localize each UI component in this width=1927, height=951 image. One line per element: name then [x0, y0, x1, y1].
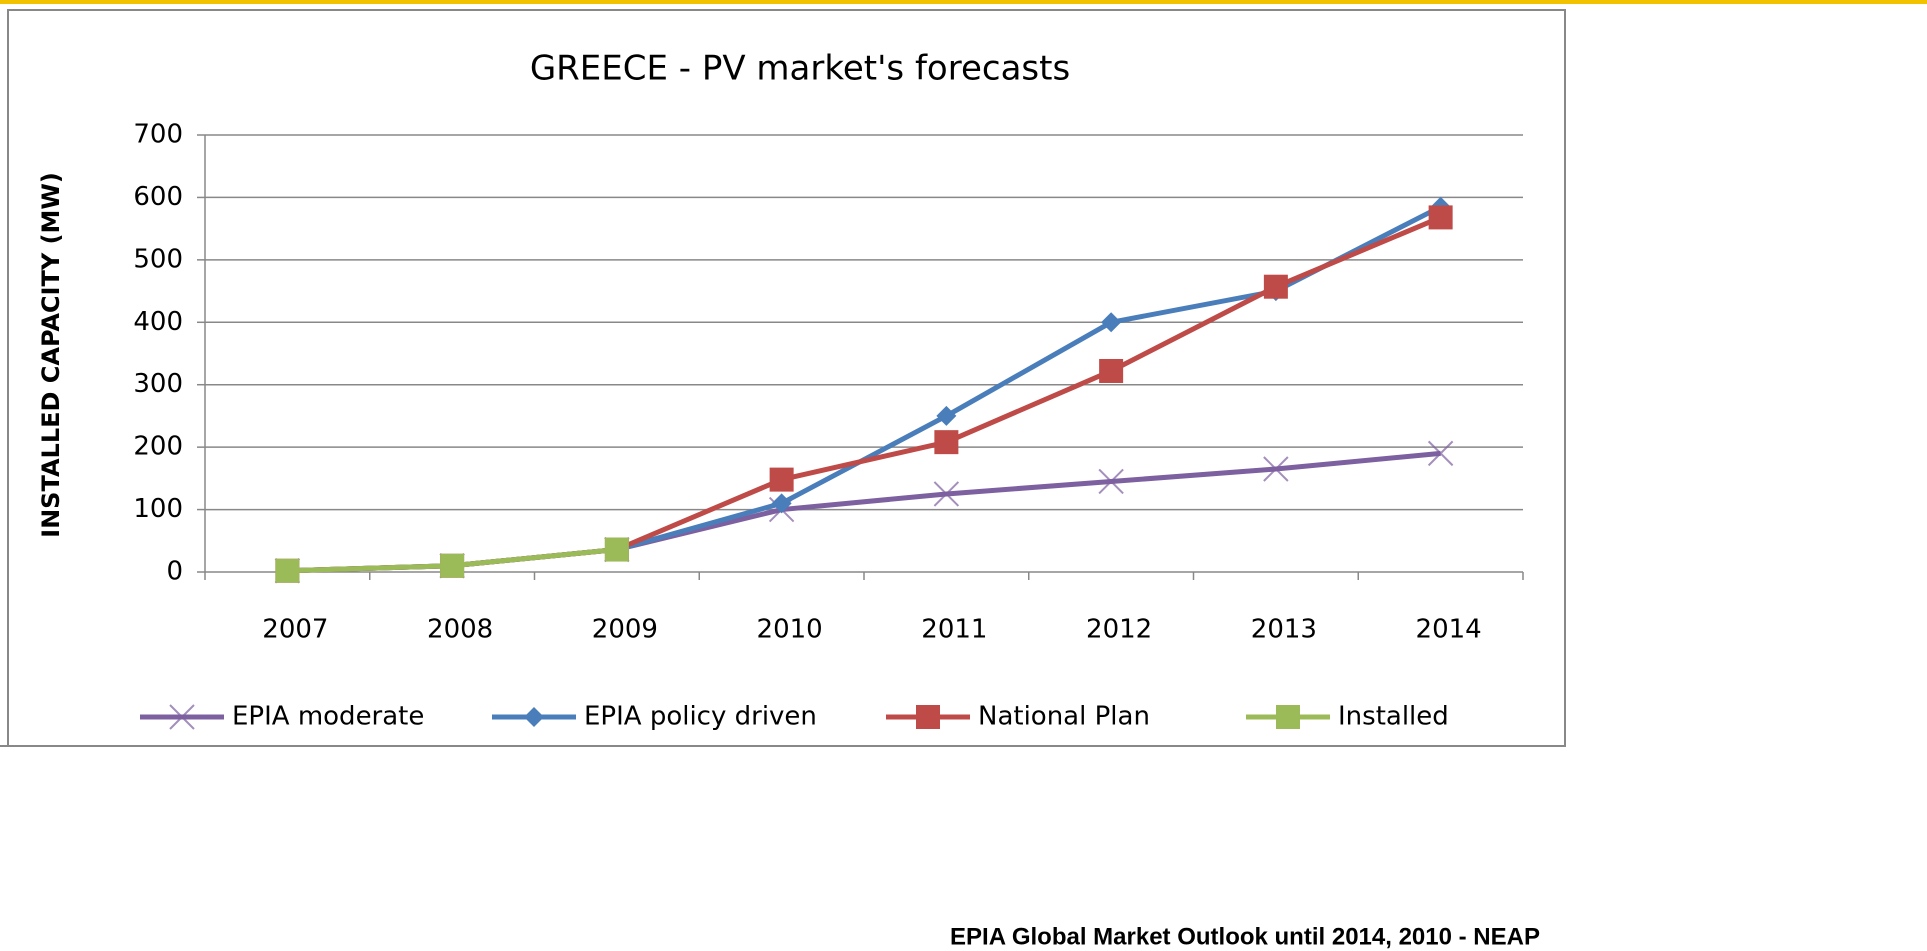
marker — [524, 707, 544, 727]
x-tick-label: 2011 — [921, 615, 987, 645]
marker — [440, 553, 465, 578]
y-tick-label: 100 — [133, 494, 183, 524]
legend-label: EPIA policy driven — [584, 702, 817, 732]
y-tick-label: 400 — [133, 307, 183, 337]
marker — [1098, 468, 1124, 495]
x-tick-label: 2012 — [1086, 615, 1152, 645]
marker — [1263, 456, 1289, 482]
marker — [936, 405, 957, 426]
source-note: EPIA Global Market Outlook until 2014, 2… — [950, 923, 1540, 950]
marker — [169, 704, 195, 730]
chart-title: GREECE - PV market's forecasts — [530, 49, 1070, 89]
marker — [275, 558, 300, 583]
legend-label: National Plan — [978, 702, 1150, 732]
x-tick-label: 2010 — [757, 615, 823, 645]
y-tick-label: 700 — [133, 120, 183, 150]
marker — [933, 481, 960, 507]
marker — [1276, 705, 1300, 729]
marker — [1101, 312, 1122, 333]
x-tick-label: 2014 — [1416, 615, 1482, 645]
marker — [1099, 358, 1124, 383]
x-tick-label: 2013 — [1251, 615, 1317, 645]
y-tick-label: 500 — [133, 244, 183, 274]
chart-frame — [7, 9, 1566, 747]
y-tick-label: 600 — [133, 182, 183, 212]
marker — [1427, 440, 1454, 467]
marker — [916, 705, 940, 729]
marker — [771, 493, 792, 514]
legend-label: EPIA moderate — [232, 702, 424, 732]
y-tick-label: 0 — [166, 557, 183, 587]
y-axis-label: INSTALLED CAPACITY (MW) — [37, 172, 65, 538]
marker — [769, 467, 794, 492]
y-tick-label: 200 — [133, 432, 183, 462]
y-tick-label: 300 — [133, 369, 183, 399]
marker — [604, 537, 629, 562]
x-tick-label: 2007 — [262, 615, 328, 645]
marker — [934, 430, 959, 455]
marker — [1263, 274, 1288, 299]
x-tick-label: 2009 — [592, 615, 658, 645]
top-strip — [0, 0, 1927, 4]
x-tick-label: 2008 — [427, 615, 493, 645]
marker — [1428, 205, 1453, 230]
legend-label: Installed — [1338, 702, 1449, 732]
